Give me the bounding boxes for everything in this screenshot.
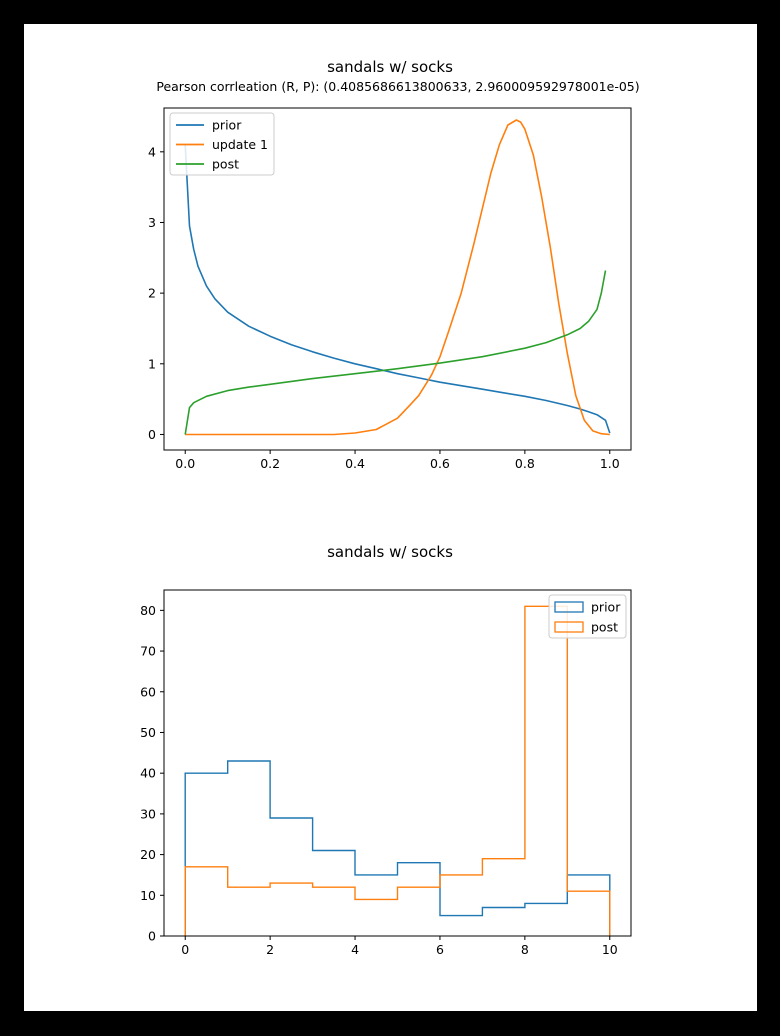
- x-tick-label: 0: [181, 942, 189, 957]
- histogram-step-prior: [184, 760, 611, 936]
- y-tick-label: 0: [148, 929, 156, 944]
- y-tick-label: 0: [148, 427, 156, 442]
- chart-subtitle: Pearson corrleation (R, P): (0.408568661…: [156, 79, 639, 94]
- legend-box: [169, 112, 275, 176]
- x-tick-label: 1.0: [600, 456, 620, 471]
- chart-title: sandals w/ socks: [327, 543, 453, 561]
- histogram-chart: sandals w/ socks 0 2 4 6 8 10 0 10 20 30 40 50 60 70 8…: [140, 543, 632, 957]
- x-tick-label: 0.0: [175, 456, 195, 471]
- series-line-post: [184, 270, 607, 435]
- legend-box: [548, 594, 627, 639]
- plot-frame: [163, 589, 632, 937]
- x-tick-label: 4: [351, 942, 359, 957]
- histogram-step-post: [184, 605, 611, 936]
- y-tick-label: 1: [148, 356, 156, 371]
- legend-label: prior: [212, 118, 242, 133]
- x-tick-label: 0.4: [345, 456, 365, 471]
- histogram-plot-area: 0 2 4 6 8 10 0 10 20 30 40 50 60 70 80: [140, 589, 632, 957]
- x-tick-label: 0.8: [515, 456, 535, 471]
- x-tick-label: 0.2: [260, 456, 280, 471]
- line-chart-legend: prior update 1 post: [169, 112, 275, 176]
- y-tick-label: 2: [148, 286, 156, 301]
- y-tick-label: 40: [140, 766, 156, 781]
- y-tick-label: 20: [140, 847, 156, 862]
- series-line-prior: [184, 144, 611, 434]
- y-tick-label: 50: [140, 725, 156, 740]
- x-tick-label: 10: [602, 942, 618, 957]
- plot-frame: [163, 107, 632, 451]
- histogram-legend: prior post: [548, 594, 627, 639]
- legend-label: post: [212, 157, 239, 172]
- legend-swatch-prior: [554, 601, 584, 613]
- figure: sandals w/ socks Pearson corrleation (R,…: [24, 24, 757, 1011]
- legend-label: update 1: [212, 137, 268, 152]
- y-tick-label: 70: [140, 644, 156, 659]
- legend-swatch-post: [554, 621, 584, 633]
- legend-label: prior: [591, 600, 621, 615]
- x-tick-label: 0.6: [430, 456, 450, 471]
- y-tick-label: 4: [148, 144, 156, 159]
- line-chart: sandals w/ socks Pearson corrleation (R,…: [148, 58, 640, 471]
- figure-canvas: sandals w/ socks Pearson corrleation (R,…: [140, 58, 640, 957]
- x-tick-label: 6: [436, 942, 444, 957]
- line-plot-area: 0.0 0.2 0.4 0.6 0.8 1.0 0 1 2 3 4: [148, 107, 632, 471]
- y-tick-label: 30: [140, 806, 156, 821]
- legend-label: post: [591, 620, 618, 635]
- x-tick-label: 8: [521, 942, 529, 957]
- series-line-update-1: [185, 119, 610, 436]
- y-tick-label: 10: [140, 888, 156, 903]
- y-tick-label: 80: [140, 603, 156, 618]
- chart-title: sandals w/ socks: [327, 58, 453, 76]
- y-tick-label: 60: [140, 684, 156, 699]
- x-tick-label: 2: [266, 942, 274, 957]
- y-tick-label: 3: [148, 215, 156, 230]
